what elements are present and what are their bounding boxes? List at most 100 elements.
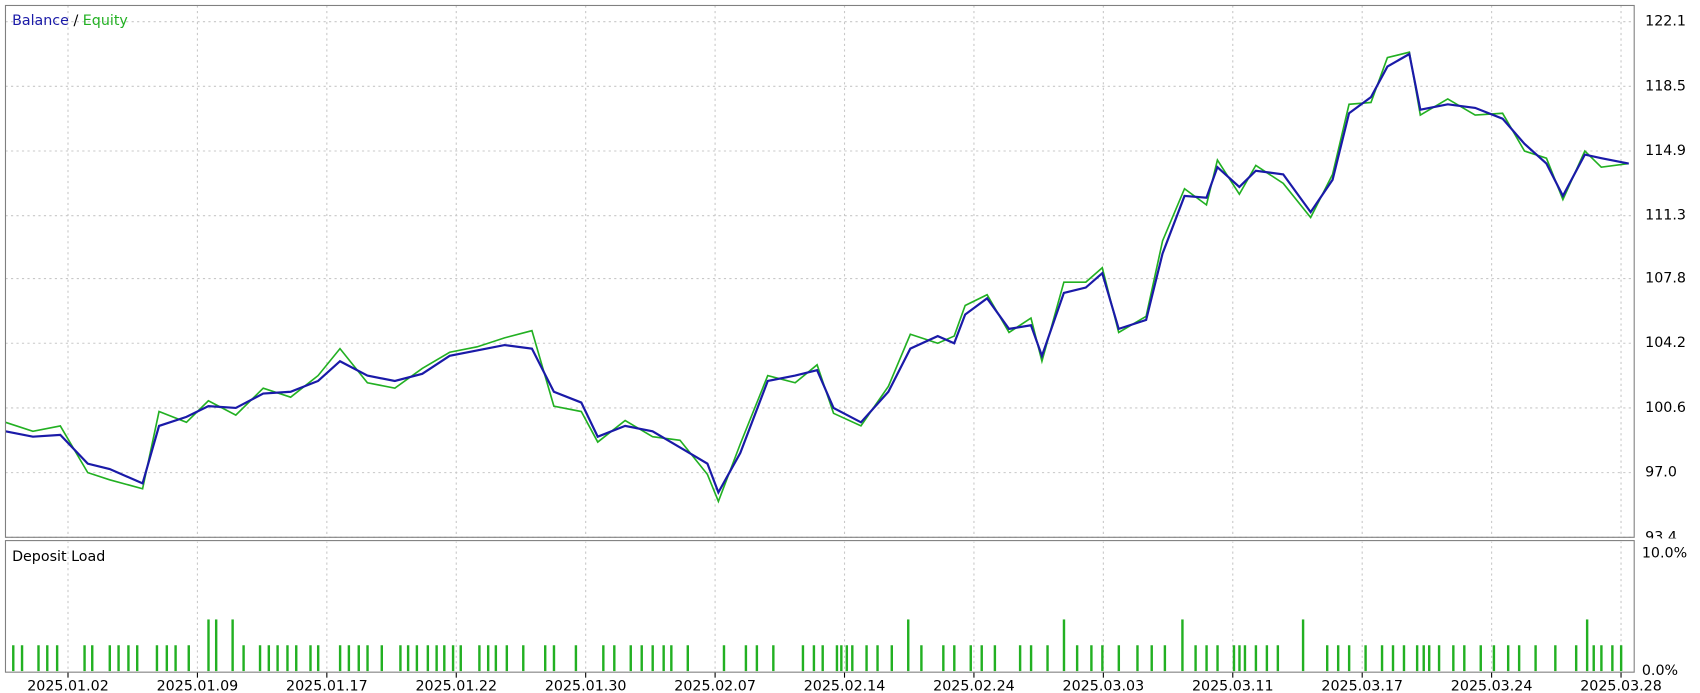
x-tick-label: 2025.03.17	[1321, 678, 1403, 693]
bar	[686, 645, 689, 672]
bar	[380, 645, 383, 672]
y-tick-label: 114.9	[1645, 143, 1686, 159]
bar	[46, 645, 49, 672]
bar	[258, 645, 262, 672]
bar	[276, 645, 279, 672]
bar	[1062, 619, 1066, 672]
bar	[1422, 645, 1425, 672]
bar	[574, 645, 578, 672]
bar	[1018, 645, 1022, 672]
legend-separator: /	[73, 13, 78, 29]
series-line	[5, 52, 1629, 495]
y-tick-label: 122.1	[1645, 14, 1686, 30]
bar	[801, 645, 805, 672]
bar	[55, 645, 59, 672]
bar	[108, 645, 111, 672]
bar	[1611, 645, 1614, 672]
bar	[670, 645, 673, 672]
bar	[267, 645, 271, 672]
bar	[522, 645, 525, 672]
bar	[1534, 645, 1537, 672]
y-tick-label: 0.0%	[1642, 663, 1678, 679]
bar	[117, 645, 120, 672]
bar	[835, 645, 839, 672]
bar	[1163, 645, 1167, 672]
y-tick-label: 111.3	[1645, 208, 1686, 224]
bar	[357, 645, 360, 672]
bar	[231, 619, 234, 672]
bar	[207, 619, 210, 672]
bar	[953, 645, 956, 672]
bar	[1326, 645, 1329, 672]
y-tick-label: 100.6	[1645, 400, 1686, 416]
bar	[942, 645, 945, 672]
bar	[851, 645, 854, 672]
bar	[1479, 645, 1482, 672]
bar	[865, 645, 868, 672]
bar	[494, 645, 498, 672]
panel-frame	[4, 4, 1635, 538]
bar	[613, 645, 616, 672]
bar	[83, 645, 86, 672]
x-tick-label: 2025.01.30	[545, 678, 627, 693]
bar	[426, 645, 430, 672]
x-tick-label: 2025.01.09	[157, 678, 239, 693]
bar	[451, 645, 455, 672]
y-tick-label: 10.0%	[1642, 546, 1687, 562]
bar	[1391, 645, 1395, 672]
bar	[1181, 619, 1184, 672]
bar	[505, 645, 509, 672]
bar	[1574, 645, 1578, 672]
y-tick-label: 93.4	[1645, 529, 1677, 545]
bar	[1592, 645, 1595, 672]
bar	[478, 645, 481, 672]
bar	[1117, 645, 1121, 672]
bar	[651, 645, 654, 672]
bar	[1437, 645, 1441, 672]
bar	[993, 645, 997, 672]
bar	[1301, 619, 1305, 672]
bar	[174, 645, 177, 672]
bar	[1492, 645, 1496, 672]
bar	[629, 645, 632, 672]
bar	[1336, 645, 1340, 672]
bar	[214, 619, 218, 672]
bar	[406, 645, 410, 672]
bar	[486, 645, 490, 672]
bar	[1380, 645, 1384, 672]
bar	[1238, 645, 1241, 672]
y-tick-label: 97.0	[1645, 465, 1677, 481]
bar	[845, 645, 849, 672]
bar	[1232, 645, 1236, 672]
bar	[1194, 645, 1197, 672]
bar	[1364, 645, 1367, 672]
bar	[415, 645, 419, 672]
bar	[1517, 645, 1521, 672]
bar	[772, 645, 775, 672]
panel-separator	[0, 538, 1700, 542]
bar	[1276, 645, 1280, 672]
bar	[1402, 645, 1406, 672]
x-tick-label: 2025.01.22	[415, 678, 497, 693]
bar	[242, 645, 245, 672]
bar	[366, 645, 369, 672]
bar	[1216, 645, 1219, 672]
bar	[1415, 645, 1419, 672]
bar	[443, 645, 446, 672]
bar	[744, 645, 748, 672]
bar	[1046, 645, 1049, 672]
bar	[1090, 645, 1093, 672]
x-tick-label: 2025.02.14	[804, 678, 886, 693]
bar	[907, 619, 910, 672]
bar	[1243, 645, 1247, 672]
bar	[1619, 645, 1623, 672]
bar	[316, 645, 320, 672]
panel-frame	[4, 540, 1635, 673]
bar	[1029, 645, 1033, 672]
bar	[20, 645, 24, 672]
bar	[1452, 645, 1455, 672]
bar	[1075, 645, 1079, 672]
bar	[1265, 645, 1269, 672]
bar	[722, 645, 726, 672]
